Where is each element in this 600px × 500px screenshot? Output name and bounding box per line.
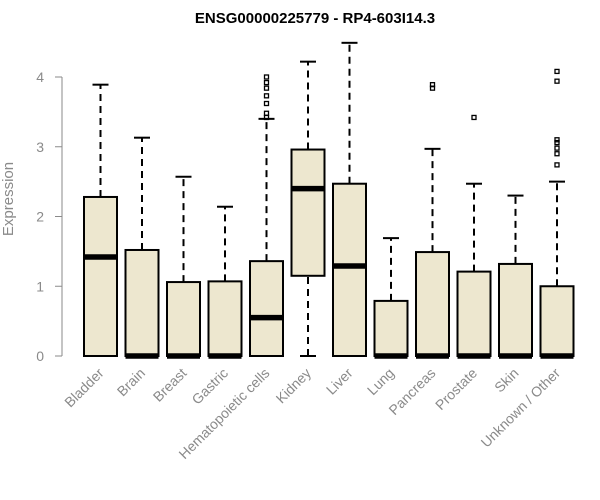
box-body (373, 299, 409, 357)
box-body (290, 148, 326, 277)
outlier-point (263, 93, 270, 99)
y-tick-label: 4 (36, 69, 44, 85)
outlier-point (263, 79, 270, 86)
box-gastric (207, 205, 243, 359)
box-skin (498, 194, 533, 359)
box-pancreas (415, 82, 450, 359)
box-body (249, 260, 284, 358)
x-tick-label: Liver (323, 365, 356, 398)
box-body (207, 280, 243, 357)
outlier-point (554, 145, 560, 151)
y-axis: 0 1 2 3 4 (36, 69, 63, 364)
box-lung (373, 237, 409, 359)
outlier-point (471, 114, 477, 121)
x-tick-label: Brain (114, 365, 148, 399)
box-unknown-other (539, 68, 575, 359)
x-tick-label: Breast (150, 365, 190, 405)
outlier-point (554, 68, 560, 75)
x-tick-label: Lung (364, 365, 397, 398)
box-series (83, 41, 575, 359)
x-tick-label: Prostate (432, 365, 480, 413)
y-tick-label: 2 (36, 209, 44, 225)
box-body (332, 182, 367, 357)
outlier-point (554, 139, 560, 146)
chart-title: ENSG00000225779 - RP4-603I14.3 (195, 10, 435, 27)
outlier-point (554, 162, 560, 168)
outlier-point (554, 137, 560, 143)
box-body (498, 262, 533, 357)
x-tick-label: Bladder (61, 365, 107, 411)
y-tick-label: 1 (36, 278, 44, 294)
y-tick-label: 3 (36, 139, 44, 155)
box-bladder (83, 83, 118, 357)
x-tick-label: Skin (491, 365, 522, 396)
box-hematopoietic-cells (249, 74, 284, 358)
outlier-point (263, 110, 270, 116)
box-body (539, 285, 575, 357)
box-body (166, 281, 201, 357)
outlier-point (429, 82, 436, 88)
outlier-point (263, 74, 270, 80)
box-body (124, 248, 160, 357)
box-body (456, 270, 492, 358)
box-body (83, 195, 118, 357)
y-tick-label: 0 (36, 348, 44, 364)
outlier-point (554, 151, 560, 157)
box-liver (332, 41, 367, 357)
y-axis-label: Expression (0, 162, 17, 236)
outlier-point (263, 100, 270, 107)
outlier-point (263, 114, 270, 121)
box-prostate (456, 114, 492, 359)
x-tick-label: Unknown / Other (478, 365, 564, 451)
box-breast (166, 175, 201, 359)
box-body (415, 251, 450, 357)
outlier-point (263, 85, 270, 91)
box-brain (124, 136, 160, 359)
outlier-point (554, 78, 560, 84)
x-tick-label: Kidney (273, 365, 315, 407)
box-kidney (290, 60, 326, 357)
